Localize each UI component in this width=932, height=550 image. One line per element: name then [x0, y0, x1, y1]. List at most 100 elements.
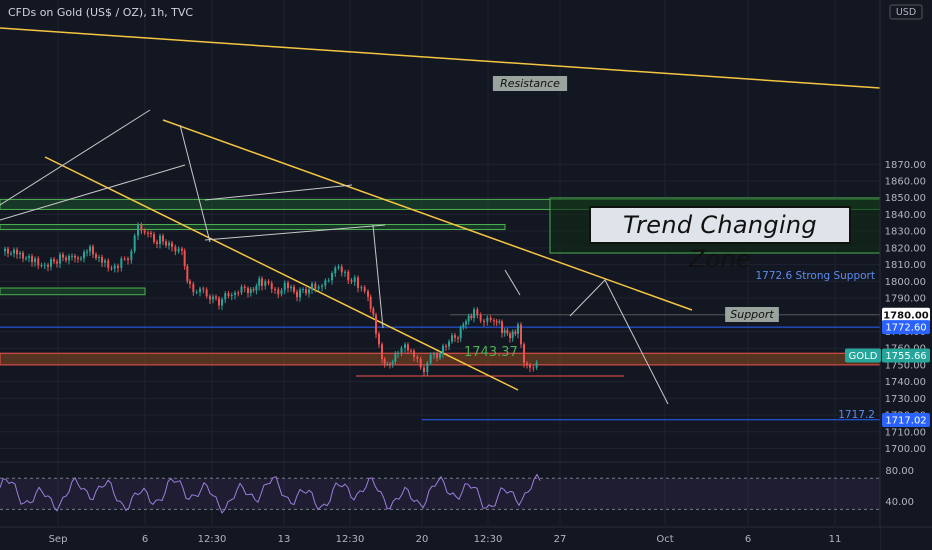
price-tick-label: 1840.00	[885, 210, 926, 221]
candle-body	[19, 252, 21, 255]
rsi-tick-label: 40.00	[885, 497, 914, 508]
price-axis[interactable]: USD1700.001710.001720.001730.001740.0017…	[845, 0, 932, 550]
candle-body	[296, 291, 298, 298]
symbol-title[interactable]: CFDs on Gold (US$ / OZ), 1h, TVC	[8, 6, 194, 19]
pattern-line	[0, 164, 186, 221]
candle-body	[153, 234, 155, 242]
price-tag: GOLD	[849, 351, 878, 362]
candle-body	[80, 258, 82, 260]
rsi-line	[0, 473, 541, 514]
candle-body	[16, 249, 18, 255]
candle-body	[389, 363, 391, 365]
candle-body	[189, 281, 191, 284]
candle-body	[56, 261, 58, 264]
candle-body	[344, 271, 346, 273]
candle-body	[419, 358, 422, 368]
price-tick-label: 1810.00	[885, 260, 926, 271]
time-axis-bg	[0, 527, 880, 550]
candle-body	[277, 289, 280, 295]
candle-body	[243, 286, 246, 289]
price-tag: 1772.60	[885, 323, 926, 334]
candle-body	[53, 259, 55, 262]
candle-body	[113, 265, 116, 269]
candle-body	[535, 362, 538, 368]
time-tick-label: 6	[745, 534, 751, 545]
candle-body	[526, 363, 528, 365]
candle-body	[448, 341, 450, 347]
candle-body	[410, 350, 412, 352]
pattern-line	[179, 124, 211, 243]
candle-body	[205, 289, 208, 297]
candle-body	[252, 289, 255, 291]
candle-body	[386, 363, 389, 365]
price-tick-label: 1700.00	[885, 444, 926, 455]
candle-body	[227, 293, 230, 296]
candle-body	[423, 367, 425, 373]
candle-body	[517, 324, 519, 334]
candle-body	[299, 289, 301, 298]
pattern-line	[0, 109, 151, 206]
candle-body	[92, 246, 94, 255]
candle-body	[264, 281, 267, 286]
price-tag-bg	[882, 307, 930, 322]
price-tag-bg	[882, 320, 930, 335]
candle-body	[462, 324, 465, 328]
candle-body	[120, 258, 123, 268]
candle-body	[258, 278, 261, 286]
candle-body	[397, 352, 399, 354]
axis-bg	[880, 0, 932, 550]
price-tick-label: 1740.00	[885, 377, 926, 388]
candle-body	[459, 327, 462, 339]
candle-body	[261, 278, 263, 286]
candle-body	[523, 344, 525, 364]
candle-body	[234, 292, 236, 295]
candle-body	[429, 354, 432, 364]
currency-box	[889, 4, 923, 20]
candle-body	[274, 288, 276, 290]
candle-body	[218, 298, 220, 306]
time-axis[interactable]: Sep 6 12:30 13 12:30 20 12:30 27 Oct 6 11	[0, 526, 932, 550]
candle-body	[34, 258, 36, 263]
candle-body	[520, 324, 522, 345]
candle-body	[413, 350, 415, 357]
pattern-line	[372, 224, 384, 329]
candle-body	[59, 254, 61, 264]
candle-body	[192, 283, 195, 293]
candle-body	[37, 258, 40, 266]
channel-lower-line	[44, 156, 519, 391]
candle-body	[486, 317, 489, 322]
candle-body	[311, 283, 313, 290]
price-tick-label: 1860.00	[885, 177, 926, 188]
support-label-bg	[725, 307, 779, 322]
rsi-band	[0, 478, 880, 510]
candle-body	[177, 248, 180, 252]
price-tag-bg	[845, 348, 881, 363]
projection-path	[569, 279, 669, 405]
candle-body	[162, 235, 164, 242]
upper-supply-zone	[0, 223, 506, 231]
pattern-line	[504, 269, 521, 296]
candle-body	[353, 277, 356, 282]
candle-body	[247, 288, 249, 294]
candle-body	[290, 286, 292, 289]
candle-body	[224, 293, 227, 300]
candle-body	[143, 230, 146, 233]
candle-body	[123, 258, 126, 260]
price-tick-label: 1870.00	[885, 160, 926, 171]
time-tick-label: 12:30	[198, 534, 227, 545]
candle-body	[50, 259, 52, 267]
candle-body	[86, 251, 88, 253]
candle-body	[375, 314, 377, 334]
target-level-label: 1717.2	[838, 409, 875, 421]
candle-body	[221, 299, 223, 306]
candle-body	[334, 267, 337, 274]
candle-body	[357, 277, 359, 288]
left-demand-zone	[0, 287, 146, 296]
strong-support-label: 1772.6 Strong Support	[755, 270, 875, 282]
candle-body	[202, 288, 205, 290]
candle-body	[89, 246, 91, 252]
candle-body	[404, 344, 406, 348]
candle-body	[255, 285, 258, 291]
